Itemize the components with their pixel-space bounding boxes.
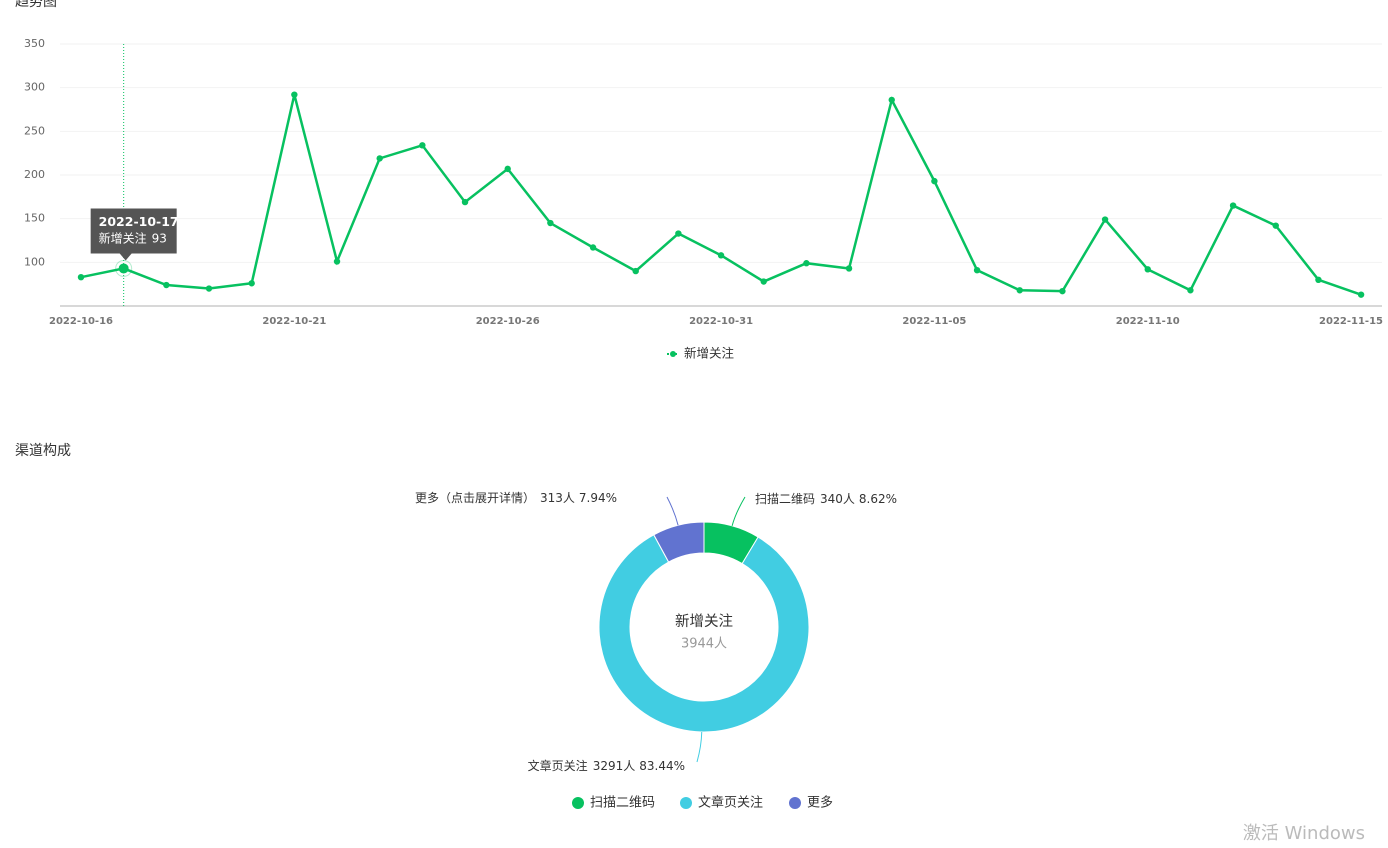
data-point bbox=[589, 244, 597, 251]
data-point bbox=[803, 260, 810, 267]
data-point bbox=[547, 219, 554, 227]
data-point bbox=[1229, 202, 1237, 209]
data-point bbox=[376, 155, 383, 162]
data-point bbox=[461, 198, 469, 206]
line-title: 趋势图 bbox=[15, 0, 57, 10]
legend-label: 文章页关注 bbox=[698, 795, 763, 811]
data-point bbox=[973, 266, 981, 274]
data-point bbox=[77, 273, 85, 281]
slice-value: 340人 bbox=[820, 492, 855, 506]
data-point bbox=[419, 142, 426, 149]
slice-name: 文章页关注 bbox=[528, 758, 588, 773]
x-tick-label: 2022-10-21 bbox=[262, 316, 326, 327]
leader-line bbox=[666, 496, 679, 526]
x-tick-label: 2022-11-15 bbox=[1319, 316, 1383, 327]
x-tick-label: 2022-10-16 bbox=[49, 316, 113, 327]
pie-slice bbox=[653, 521, 705, 563]
legend-dot bbox=[670, 351, 676, 357]
y-tick-label: 300 bbox=[24, 81, 45, 94]
center-title: 新增关注 bbox=[675, 613, 733, 630]
tooltip-value: 93 bbox=[152, 231, 167, 245]
tooltip-text: 新增关注 93 bbox=[99, 230, 167, 245]
slice-label: 文章页关注 3291人 83.44% bbox=[528, 758, 685, 773]
data-point bbox=[333, 258, 341, 265]
x-tick-label: 2022-11-05 bbox=[902, 316, 966, 327]
tooltip-title: 2022-10-17 bbox=[99, 214, 179, 229]
slice-name: 扫描二维码 bbox=[755, 492, 815, 506]
x-tick-label: 2022-10-31 bbox=[689, 316, 753, 327]
data-point bbox=[248, 280, 255, 287]
data-point bbox=[717, 252, 725, 259]
data-point bbox=[1101, 216, 1109, 223]
pie-slice bbox=[598, 534, 810, 733]
slice-percent: 83.44% bbox=[639, 759, 685, 773]
tooltip-name: 新增关注 bbox=[99, 230, 147, 245]
y-tick-label: 200 bbox=[24, 168, 45, 181]
data-point bbox=[205, 285, 213, 292]
data-point bbox=[931, 177, 938, 185]
data-point bbox=[1187, 287, 1194, 294]
tooltip-box bbox=[90, 208, 177, 261]
legend-label: 新增关注 bbox=[684, 346, 735, 361]
data-point bbox=[1144, 266, 1151, 273]
data-point bbox=[888, 96, 895, 104]
y-tick-label: 150 bbox=[24, 212, 45, 225]
leader-line bbox=[696, 731, 703, 763]
x-tick-label: 2022-10-26 bbox=[476, 316, 540, 327]
data-point bbox=[291, 91, 298, 98]
legend-label: 扫描二维码 bbox=[590, 796, 655, 811]
x-tick-label: 2022-11-10 bbox=[1116, 316, 1180, 327]
slice-percent: 8.62% bbox=[859, 492, 897, 506]
series-line bbox=[80, 94, 1362, 296]
data-point bbox=[1315, 276, 1322, 283]
legend-dot bbox=[572, 797, 584, 809]
slice-value: 3291人 bbox=[593, 759, 636, 773]
slice-label: 扫描二维码 340人 8.62% bbox=[755, 492, 897, 506]
hover-ring bbox=[115, 259, 133, 277]
center-total: 3944人 bbox=[681, 637, 727, 652]
watermark: 激活 Windows bbox=[1243, 823, 1365, 844]
slice-label: 更多（点击展开详情） 313人 7.94% bbox=[415, 490, 617, 505]
y-tick-label: 100 bbox=[24, 255, 45, 268]
leader-line bbox=[731, 496, 746, 526]
data-point bbox=[504, 165, 511, 173]
legend-dot bbox=[680, 797, 692, 809]
data-point bbox=[118, 263, 129, 274]
data-point bbox=[1357, 291, 1365, 298]
data-point bbox=[632, 267, 639, 275]
legend-label: 更多 bbox=[807, 795, 833, 811]
pie-title: 渠道构成 bbox=[15, 443, 71, 459]
data-point bbox=[845, 265, 853, 272]
data-point bbox=[760, 278, 767, 285]
slice-percent: 7.94% bbox=[579, 491, 617, 505]
data-point bbox=[675, 230, 682, 237]
y-tick-label: 350 bbox=[24, 37, 45, 50]
slice-name: 更多（点击展开详情） bbox=[415, 490, 535, 505]
data-point bbox=[1016, 287, 1023, 294]
legend-dot bbox=[789, 797, 801, 809]
y-tick-label: 250 bbox=[24, 124, 45, 137]
data-point bbox=[1272, 222, 1279, 229]
slice-value: 313人 bbox=[540, 491, 575, 505]
data-point bbox=[163, 281, 170, 289]
data-point bbox=[1059, 287, 1066, 295]
